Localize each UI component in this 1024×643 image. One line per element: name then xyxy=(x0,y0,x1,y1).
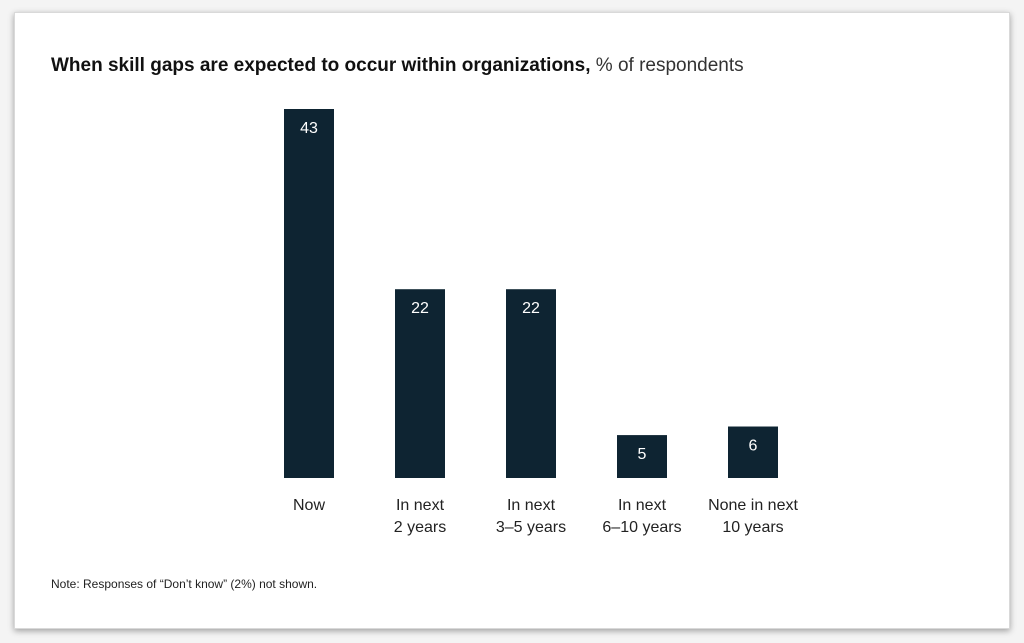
bar-value-label: 43 xyxy=(300,120,318,137)
bars-layer xyxy=(284,109,778,478)
category-label-line: Now xyxy=(293,497,325,514)
chart-title: When skill gaps are expected to occur wi… xyxy=(51,55,744,77)
bar-value-label: 22 xyxy=(522,300,540,317)
category-label-line: 2 years xyxy=(394,519,446,536)
category-label: In next 3–5 years xyxy=(496,497,566,536)
category-label-line: None in next xyxy=(708,497,798,514)
bar xyxy=(284,109,334,478)
chart-card: When skill gaps are expected to occur wi… xyxy=(14,12,1010,629)
value-labels-layer: 43 22 22 5 6 xyxy=(300,120,757,463)
bar xyxy=(506,289,556,478)
bar xyxy=(728,426,778,478)
category-label-line: In next xyxy=(618,497,667,514)
chart-subtitle: % of respondents xyxy=(595,55,744,76)
category-label: In next 2 years xyxy=(394,497,446,536)
chart-note: Note: Responses of “Don’t know” (2%) not… xyxy=(51,577,318,591)
category-label-line: In next xyxy=(507,497,556,514)
category-label-line: 3–5 years xyxy=(496,519,566,536)
category-label-line: In next xyxy=(396,497,445,514)
bar xyxy=(395,289,445,478)
category-label: Now xyxy=(293,497,325,514)
bar-value-label: 5 xyxy=(638,446,647,463)
category-label: None in next 10 years xyxy=(708,497,798,536)
bar xyxy=(617,435,667,478)
bar-value-label: 6 xyxy=(749,438,758,455)
category-label-line: 6–10 years xyxy=(602,519,681,536)
bar-chart: 43 22 22 5 6 Now In next 2 years In next 3–5 yea… xyxy=(284,109,798,536)
chart-title-main: When skill gaps are expected to occur wi… xyxy=(51,55,591,76)
category-label-line: 10 years xyxy=(722,519,783,536)
bar-value-label: 22 xyxy=(411,300,429,317)
category-label: In next 6–10 years xyxy=(602,497,681,536)
